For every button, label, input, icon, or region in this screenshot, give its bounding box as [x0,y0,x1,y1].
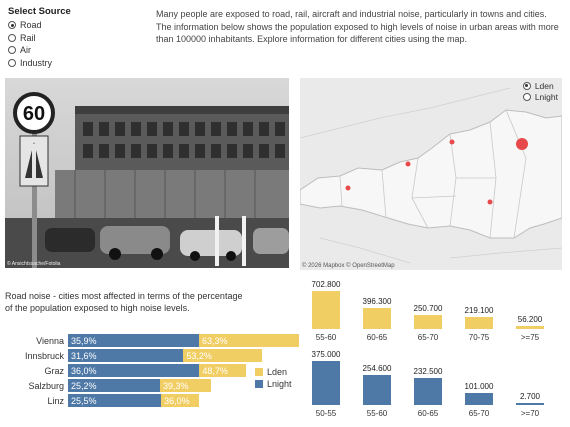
exposure-bar[interactable] [465,317,493,329]
city-row[interactable]: Linz 25,5% 36,0% [5,394,255,407]
exposure-bar[interactable] [312,361,340,405]
source-option-label: Industry [20,57,53,68]
city-name: Linz [47,395,64,406]
exposure-value-label: 702.800 [311,280,341,289]
radio-selected-icon[interactable] [522,81,531,90]
indicator-option-lnight[interactable]: Lnight [522,91,558,102]
city-row[interactable]: Salzburg 25,2% 39,3% [5,379,255,392]
legend-item-lnight[interactable]: Lnight [255,378,292,390]
exposure-category-label: 55-60 [366,409,388,418]
exposure-category-label: >=75 [520,333,540,342]
legend-swatch [255,368,263,376]
city-row[interactable]: Graz 36,0% 48,7% [5,364,255,377]
exposure-value-label: 254.600 [362,364,392,374]
exposure-value-label: 56.200 [517,314,543,324]
exposure-value-label: 232.500 [413,366,443,376]
indicator-option-label: Lnight [534,91,558,102]
bar-lnight[interactable]: 36,0% [68,364,200,377]
map-marker-innsbruck[interactable] [345,185,351,191]
exposure-category-label: 50-55 [315,409,337,418]
bar-lden[interactable]: 63,3% [199,334,300,347]
exposure-value-label: 2.700 [519,392,541,401]
lden-exposure-chart: 702.800 55-60 396.300 60-65 250.700 65-70 219.… [300,278,562,346]
road-photo: 60 © Ansichtssache/Fotolia [5,78,289,268]
bar-lden[interactable]: 53,2% [183,349,263,362]
city-name: Innsbruck [24,350,64,361]
exposure-value-label: 250.700 [413,304,443,314]
radio-selected-icon[interactable] [8,21,16,30]
bar-lnight[interactable]: 35,9% [68,334,200,347]
exposure-category-label: 55-60 [315,333,337,342]
map[interactable]: Lden Lnight © 2026 Mapbox © OpenStreetMa… [300,78,562,270]
exposure-bar[interactable] [363,307,391,329]
legend-item-lden[interactable]: Lden [255,366,292,378]
indicator-option-label: Lden [534,80,554,91]
speed-sign-number: 60 [23,103,45,125]
lnight-exposure-chart: 375.000 50-55 254.600 55-60 232.500 60-65 101.… [300,350,562,422]
bar-lnight[interactable]: 25,2% [68,379,160,392]
map-credit: © 2026 Mapbox © OpenStreetMap [302,263,395,269]
radio-icon[interactable] [8,46,16,55]
exposure-value-label: 375.000 [311,350,341,359]
exposure-bar[interactable] [516,325,544,329]
exposure-category-label: 70-75 [468,333,490,342]
bar-lden[interactable]: 36,0% [161,394,200,407]
city-name: Graz [44,365,64,376]
intro-text: Many people are exposed to road, rail, a… [156,9,559,44]
city-name: Vienna [36,335,64,346]
exposure-category-label: 60-65 [417,409,439,418]
bar-lnight[interactable]: 31,6% [68,349,184,362]
source-selector: Select Source Road Rail Air Industry [8,6,148,69]
radio-icon[interactable] [8,33,16,42]
cities-chart-title: Road noise - cities most affected in ter… [5,291,243,313]
source-option-air[interactable]: Air [8,44,148,57]
map-marker-graz[interactable] [487,199,493,205]
map-marker-linz[interactable] [449,139,455,145]
exposure-category-label: >=70 [520,409,540,418]
source-option-label: Rail [20,32,36,43]
austria-map[interactable] [300,78,562,270]
exposure-bar[interactable] [414,377,442,405]
road-photo-illustration: 60 [5,78,289,268]
legend: Lden Lnight [255,366,292,390]
indicator-toggle: Lden Lnight [522,80,558,102]
exposure-bar[interactable] [312,291,340,329]
legend-label: Lden [267,367,288,377]
source-option-industry[interactable]: Industry [8,57,148,70]
exposure-bar[interactable] [414,315,442,329]
legend-label: Lnight [267,379,292,389]
photo-credit: © Ansichtssache/Fotolia [7,261,61,267]
city-name: Salzburg [28,380,64,391]
exposure-bar[interactable] [516,403,544,405]
radio-icon[interactable] [8,58,16,67]
exposure-value-label: 219.100 [464,306,494,316]
indicator-option-lden[interactable]: Lden [522,80,558,91]
city-row[interactable]: Vienna 35,9% 63,3% [5,334,300,347]
exposure-category-label: 60-65 [366,333,388,342]
exposure-category-label: 65-70 [417,333,439,342]
source-option-label: Air [20,45,31,56]
exposure-bar[interactable] [465,393,493,405]
exposure-value-label: 101.000 [464,382,494,392]
source-option-rail[interactable]: Rail [8,32,148,45]
bar-lnight[interactable]: 25,5% [68,394,162,407]
source-option-label: Road [20,20,42,31]
legend-swatch [255,380,263,388]
radio-icon[interactable] [522,92,531,101]
exposure-bar[interactable] [363,375,391,405]
exposure-category-label: 65-70 [468,409,490,418]
source-option-road[interactable]: Road [8,19,148,32]
source-title: Select Source [8,6,71,17]
map-marker-salzburg[interactable] [405,161,411,167]
bar-lden[interactable]: 39,3% [159,379,212,392]
bar-lden[interactable]: 48,7% [199,364,246,377]
exposure-value-label: 396.300 [362,296,392,306]
map-marker-vienna[interactable] [516,138,528,150]
city-row[interactable]: Innsbruck 31,6% 53,2% [5,349,263,362]
